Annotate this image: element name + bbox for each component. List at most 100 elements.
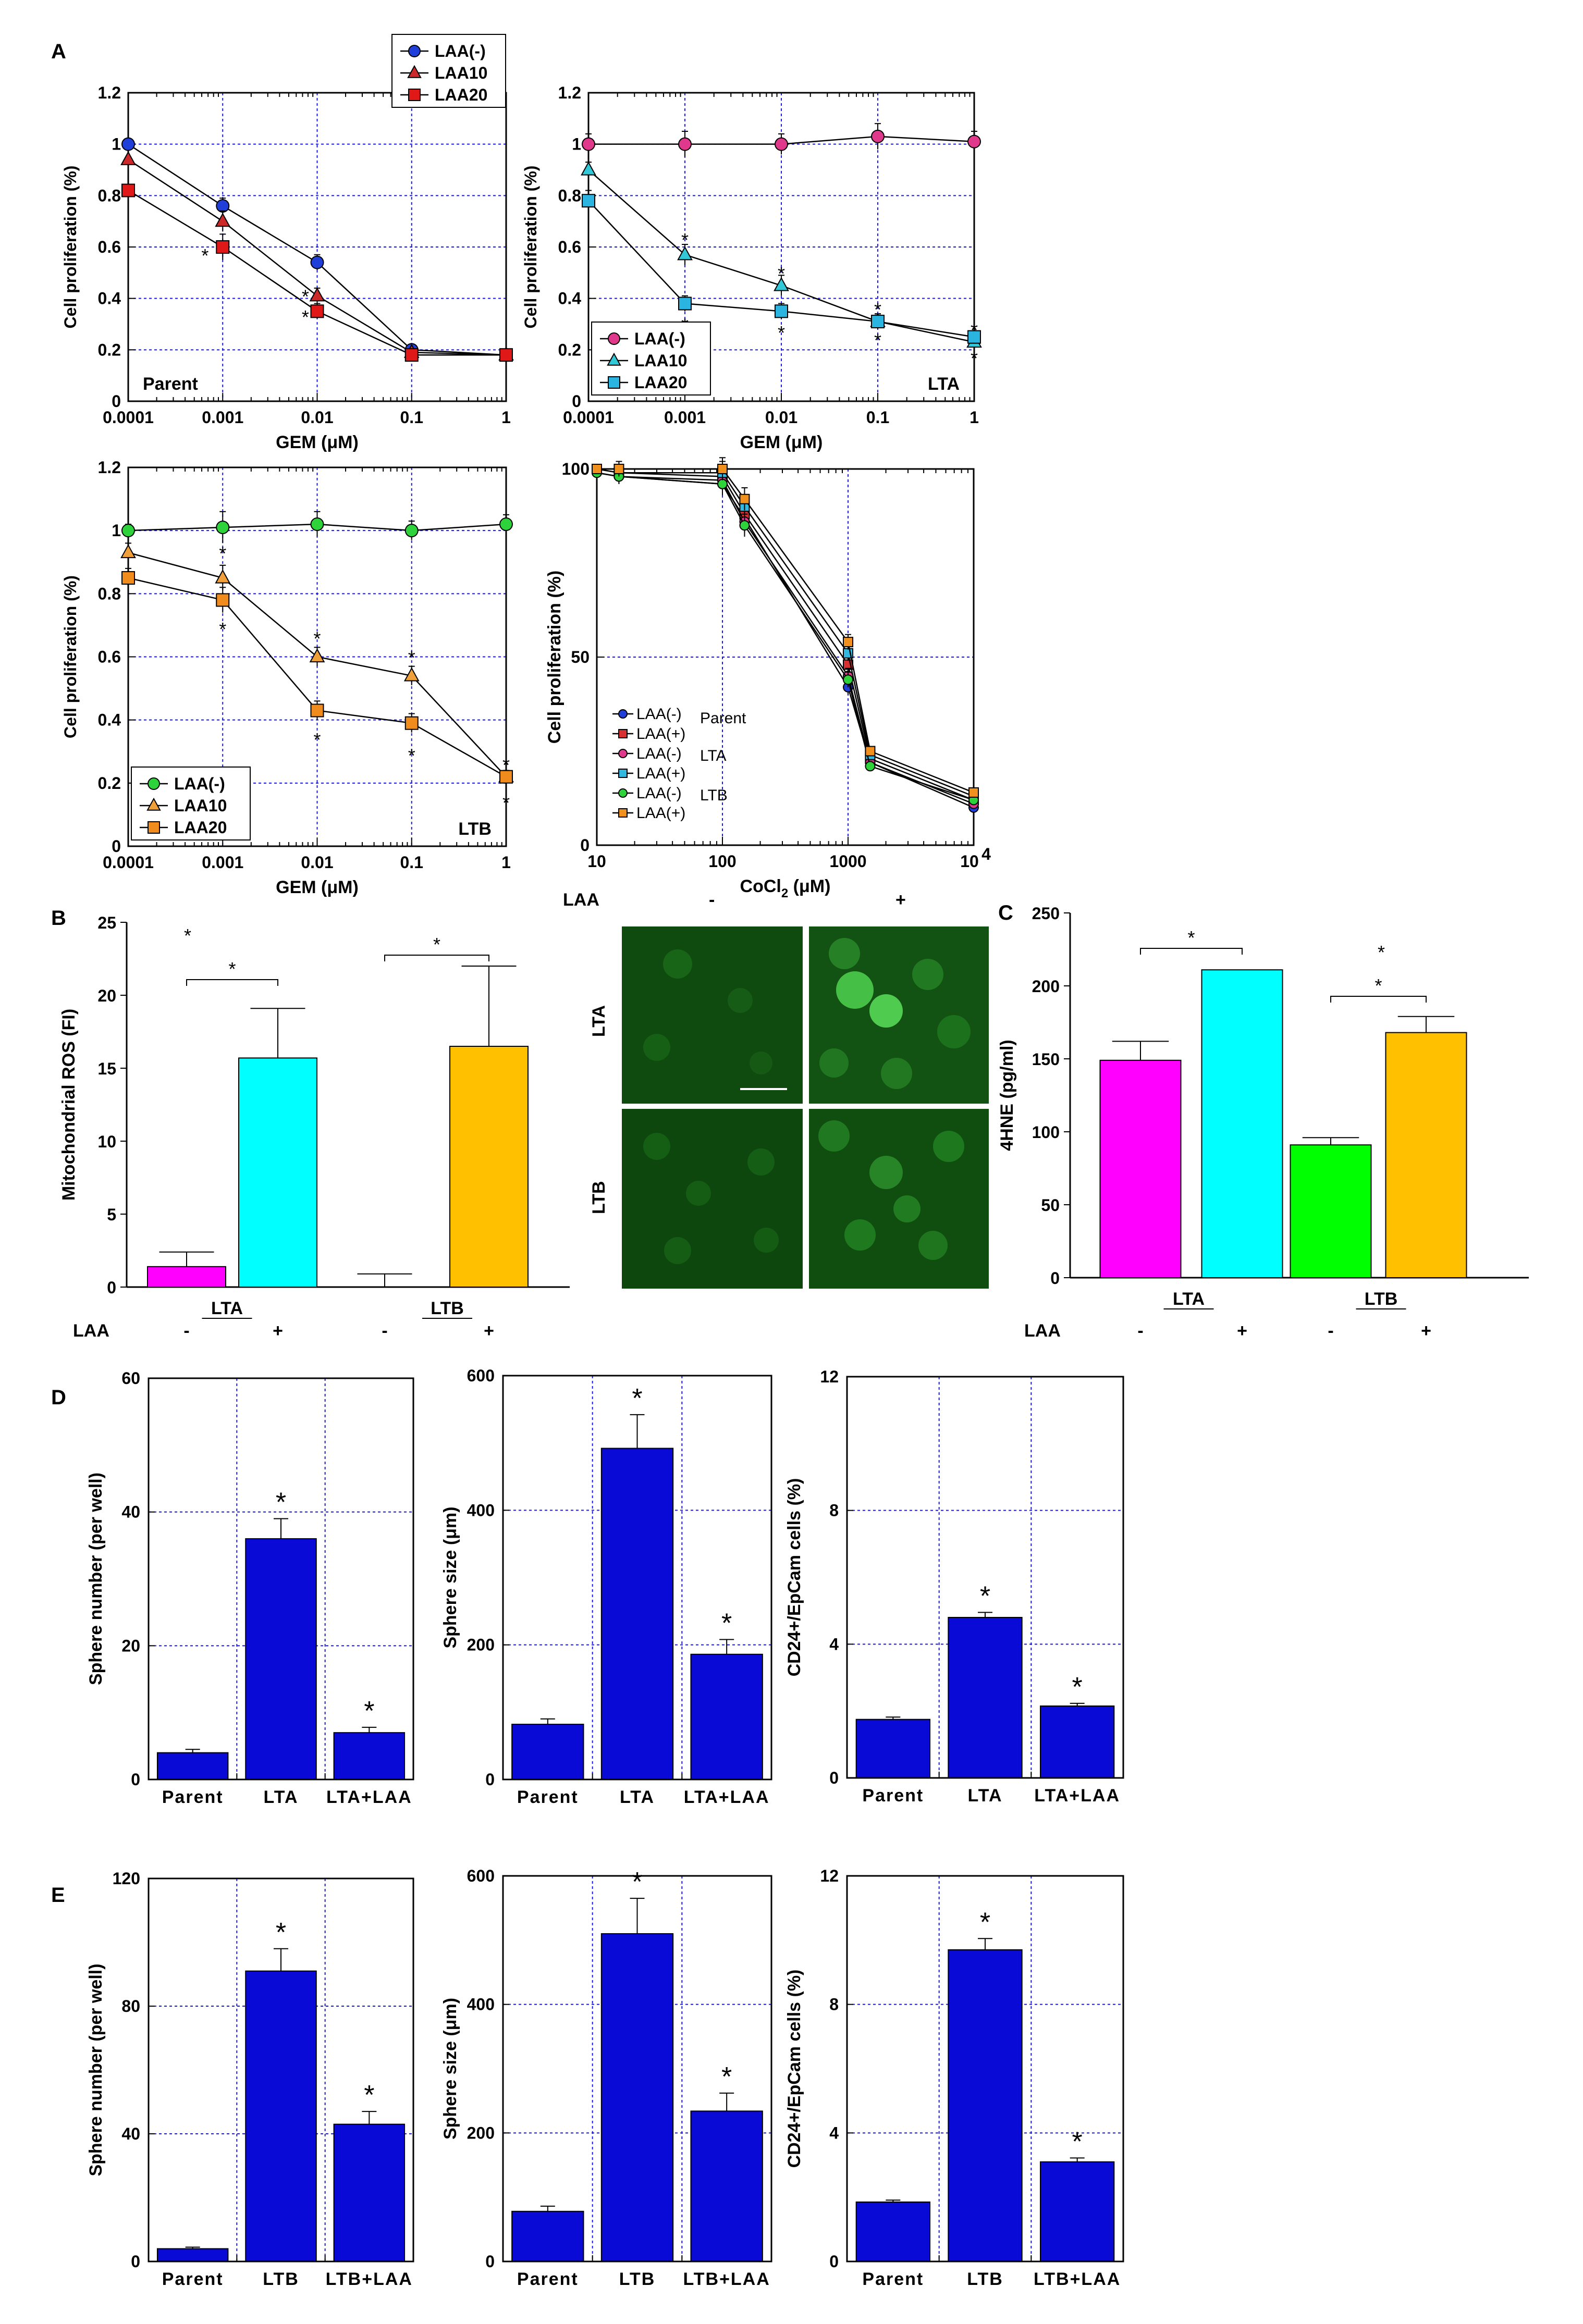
significance-star: * (184, 925, 191, 946)
x-tick-label: 0.1 (866, 408, 889, 427)
bracket-star: * (228, 958, 236, 980)
legend-item: LAA(-) (140, 774, 225, 793)
y-tick-label: 0.2 (98, 340, 121, 359)
bar (511, 2210, 584, 2262)
micro-plus-label: + (895, 890, 906, 910)
plot-frame (846, 1376, 1124, 1779)
data-point (871, 129, 885, 143)
bar (333, 1732, 406, 1781)
legend-label: LAA(-) (435, 42, 486, 60)
y-tick-label: 80 (121, 1997, 140, 2016)
x-tick-label: 1 (501, 853, 511, 872)
data-point (775, 304, 788, 318)
bar (690, 2110, 763, 2262)
y-tick-label: 200 (467, 1636, 495, 1654)
bar (1099, 1059, 1182, 1279)
y-tick-label: 12 (820, 1367, 839, 1386)
y-tick-label: 0 (485, 2252, 495, 2271)
legend-marker (148, 777, 160, 790)
significance-star: * (276, 1488, 286, 1518)
x-tick-label: 0.001 (664, 408, 706, 427)
x-tick-label: 1000 (829, 852, 866, 871)
significance-star: * (364, 1696, 374, 1726)
legend-marker (618, 729, 628, 738)
legend-item: LAA(+) (612, 805, 685, 822)
y-tick-label: 150 (1032, 1050, 1060, 1069)
data-point (843, 637, 853, 648)
significance-bracket (384, 955, 489, 961)
y-axis-label: CD24+/EpCam cells (%) (784, 1478, 804, 1677)
data-point (677, 246, 693, 261)
cell (819, 1048, 849, 1078)
legend-marker (608, 332, 620, 345)
micro-laa-label: LAA (563, 890, 599, 910)
laa-label: LAA (73, 1321, 109, 1341)
data-point (581, 161, 596, 176)
y-tick-label: 1 (112, 521, 121, 540)
y-axis-label: CD24+/EpCam cells (%) (784, 1970, 804, 2168)
legend-item: LAA20 (140, 818, 227, 837)
data-point (865, 746, 876, 757)
legend-item: LAA10 (140, 796, 227, 815)
line-chart-a2: 0.0001 0.001 0.01 0.1 1 0 0.2 0.4 0.6 0.8 1 1.2 GEM … (521, 83, 982, 452)
data-point (499, 348, 513, 362)
data-point (717, 478, 728, 489)
significance-star: * (632, 1383, 642, 1414)
y-tick-label: 1 (572, 135, 581, 154)
x-tick-label: 0.001 (202, 408, 243, 427)
data-point (967, 330, 981, 344)
legend-item: LAA20 (400, 85, 487, 104)
x-tick-label: 0.0001 (563, 408, 614, 427)
laa-mark: + (1421, 1321, 1431, 1341)
cell (643, 1034, 670, 1061)
y-tick-label: 12 (820, 1866, 839, 1885)
bar (1385, 1032, 1467, 1278)
y-tick-label: 20 (97, 986, 116, 1005)
category-label: Parent (862, 1786, 924, 1806)
bar-chart-b: 0 5 10 15 20 25 Mitochondrial ROS (FI) - + - + LTA L… (59, 913, 570, 1341)
y-tick-label: 250 (1032, 904, 1060, 923)
significance-star: * (1072, 1672, 1083, 1702)
data-point (121, 571, 135, 585)
significance-star: * (1378, 942, 1385, 963)
cell (829, 938, 860, 969)
y-tick-label: 5 (107, 1205, 116, 1224)
cell (686, 1181, 711, 1206)
y-tick-label: 200 (467, 2123, 495, 2142)
cell (818, 1120, 850, 1152)
y-tick-label: 40 (121, 2124, 140, 2143)
x-tick-label: 0.01 (301, 853, 333, 872)
laa-mark: - (183, 1321, 189, 1341)
category-label: LTA+LAA (1034, 1786, 1120, 1806)
y-tick-label: 200 (1032, 977, 1060, 996)
laa-mark: - (1137, 1321, 1143, 1341)
significance-star: * (313, 628, 321, 649)
y-axis-label: Cell proliferation (%) (61, 166, 80, 329)
y-tick-label: 0.8 (558, 186, 581, 205)
bar-chart-e2: Parent * LTB * LTB+LAA 0 200 400 600 Sphere size … (440, 1866, 772, 2289)
y-tick-label: 0 (112, 837, 121, 856)
laa-mark: + (484, 1321, 494, 1341)
series-2 (121, 183, 513, 362)
bar-chart-d2: Parent * LTA * LTA+LAA 0 200 400 600 Sphere size … (440, 1366, 772, 1807)
x-tick-label: 10 (587, 852, 606, 871)
legend-group-label: LTB (700, 787, 728, 804)
data-point (774, 277, 789, 291)
data-point (121, 183, 135, 197)
series-line (597, 468, 974, 794)
data-point (499, 517, 513, 531)
y-tick-label: 50 (571, 648, 590, 666)
significance-star: * (302, 306, 309, 328)
y-tick-label: 15 (97, 1059, 116, 1078)
x-tick-label: 10 (960, 852, 979, 871)
line-chart-a3: 0.0001 0.001 0.01 0.1 1 0 0.2 0.4 0.6 0.8 1 1.2 GEM … (61, 458, 514, 897)
y-axis-label: Cell proliferation (%) (545, 571, 565, 744)
bar (1040, 1705, 1115, 1779)
y-tick-label: 8 (829, 1995, 839, 2014)
y-tick-label: 0.8 (98, 186, 121, 205)
micro-row-lta: LTA (589, 1005, 609, 1037)
legend-label: LAA20 (634, 373, 687, 392)
legend-marker (146, 797, 161, 811)
significance-star: * (408, 745, 415, 766)
significance-star: * (502, 754, 510, 775)
